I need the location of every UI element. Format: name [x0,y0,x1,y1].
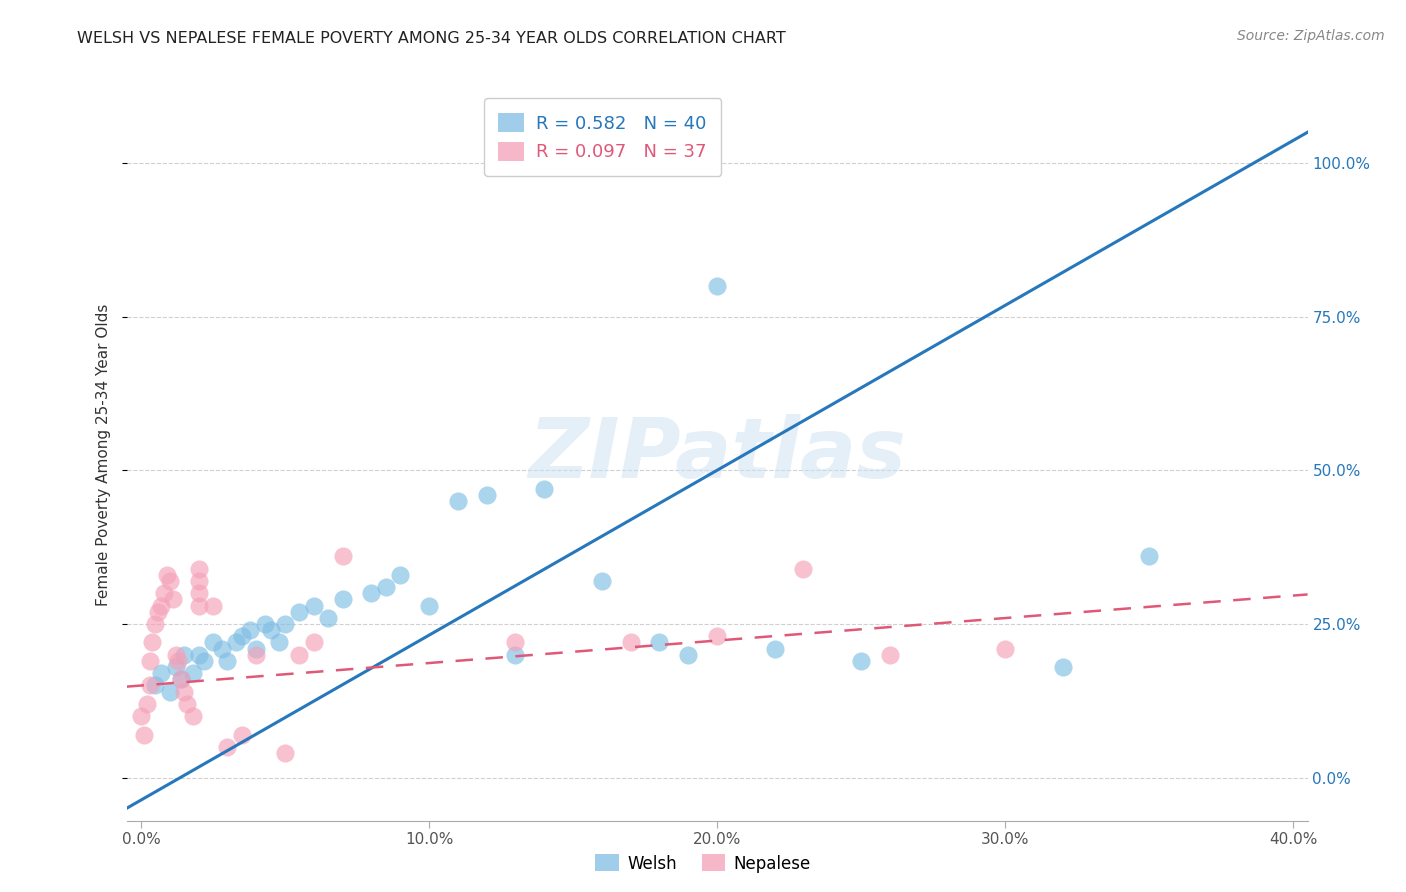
Point [143,678,166,692]
Point [879,648,901,662]
Point [225,635,247,649]
Text: Source: ZipAtlas.com: Source: ZipAtlas.com [1237,29,1385,43]
Legend: R = 0.582   N = 40, R = 0.097   N = 37: R = 0.582 N = 40, R = 0.097 N = 37 [484,98,721,176]
Point [165,660,187,674]
Point [167,654,190,668]
Point [792,561,814,575]
Point [187,561,209,575]
Point [187,648,209,662]
Point [994,641,1017,656]
Point [170,673,193,687]
Point [533,482,555,496]
Point [302,635,325,649]
Point [148,605,170,619]
Point [245,648,267,662]
Point [150,599,173,613]
Point [360,586,382,600]
Point [239,623,262,637]
Point [620,635,643,649]
Point [505,635,527,649]
Point [138,678,160,692]
Point [706,629,728,643]
Point [389,567,412,582]
Point [193,654,215,668]
Point [678,648,700,662]
Point [288,648,311,662]
Point [269,635,291,649]
Point [165,648,187,662]
Point [159,684,181,698]
Point [316,611,339,625]
Point [181,666,204,681]
Point [156,567,179,582]
Point [253,616,276,631]
Point [153,586,176,600]
Point [374,580,396,594]
Point [162,592,184,607]
Point [129,709,152,723]
Point [706,279,728,293]
Text: WELSH VS NEPALESE FEMALE POVERTY AMONG 25-34 YEAR OLDS CORRELATION CHART: WELSH VS NEPALESE FEMALE POVERTY AMONG 2… [77,31,786,46]
Point [505,648,527,662]
Point [181,709,204,723]
Point [231,728,253,742]
Point [187,599,209,613]
Text: ZIPatlas: ZIPatlas [529,415,905,495]
Point [150,666,173,681]
Point [274,746,297,760]
Point [187,586,209,600]
Point [849,654,872,668]
Point [274,616,297,631]
Point [173,648,195,662]
Point [201,599,224,613]
Point [245,641,267,656]
Point [332,592,354,607]
Point [187,574,209,588]
Point [418,599,440,613]
Point [170,673,193,687]
Point [138,654,160,668]
Y-axis label: Female Poverty Among 25-34 Year Olds: Female Poverty Among 25-34 Year Olds [96,304,111,606]
Point [259,623,281,637]
Point [475,488,498,502]
Point [159,574,181,588]
Point [201,635,224,649]
Point [288,605,311,619]
Legend: Welsh, Nepalese: Welsh, Nepalese [589,847,817,880]
Point [176,697,198,711]
Point [763,641,786,656]
Point [302,599,325,613]
Point [143,616,166,631]
Point [217,654,239,668]
Point [217,739,239,754]
Point [173,684,195,698]
Point [648,635,671,649]
Point [211,641,233,656]
Point [132,728,155,742]
Point [1137,549,1160,564]
Point [135,697,157,711]
Point [332,549,354,564]
Point [231,629,253,643]
Point [141,635,163,649]
Point [1052,660,1074,674]
Point [591,574,613,588]
Point [447,494,470,508]
